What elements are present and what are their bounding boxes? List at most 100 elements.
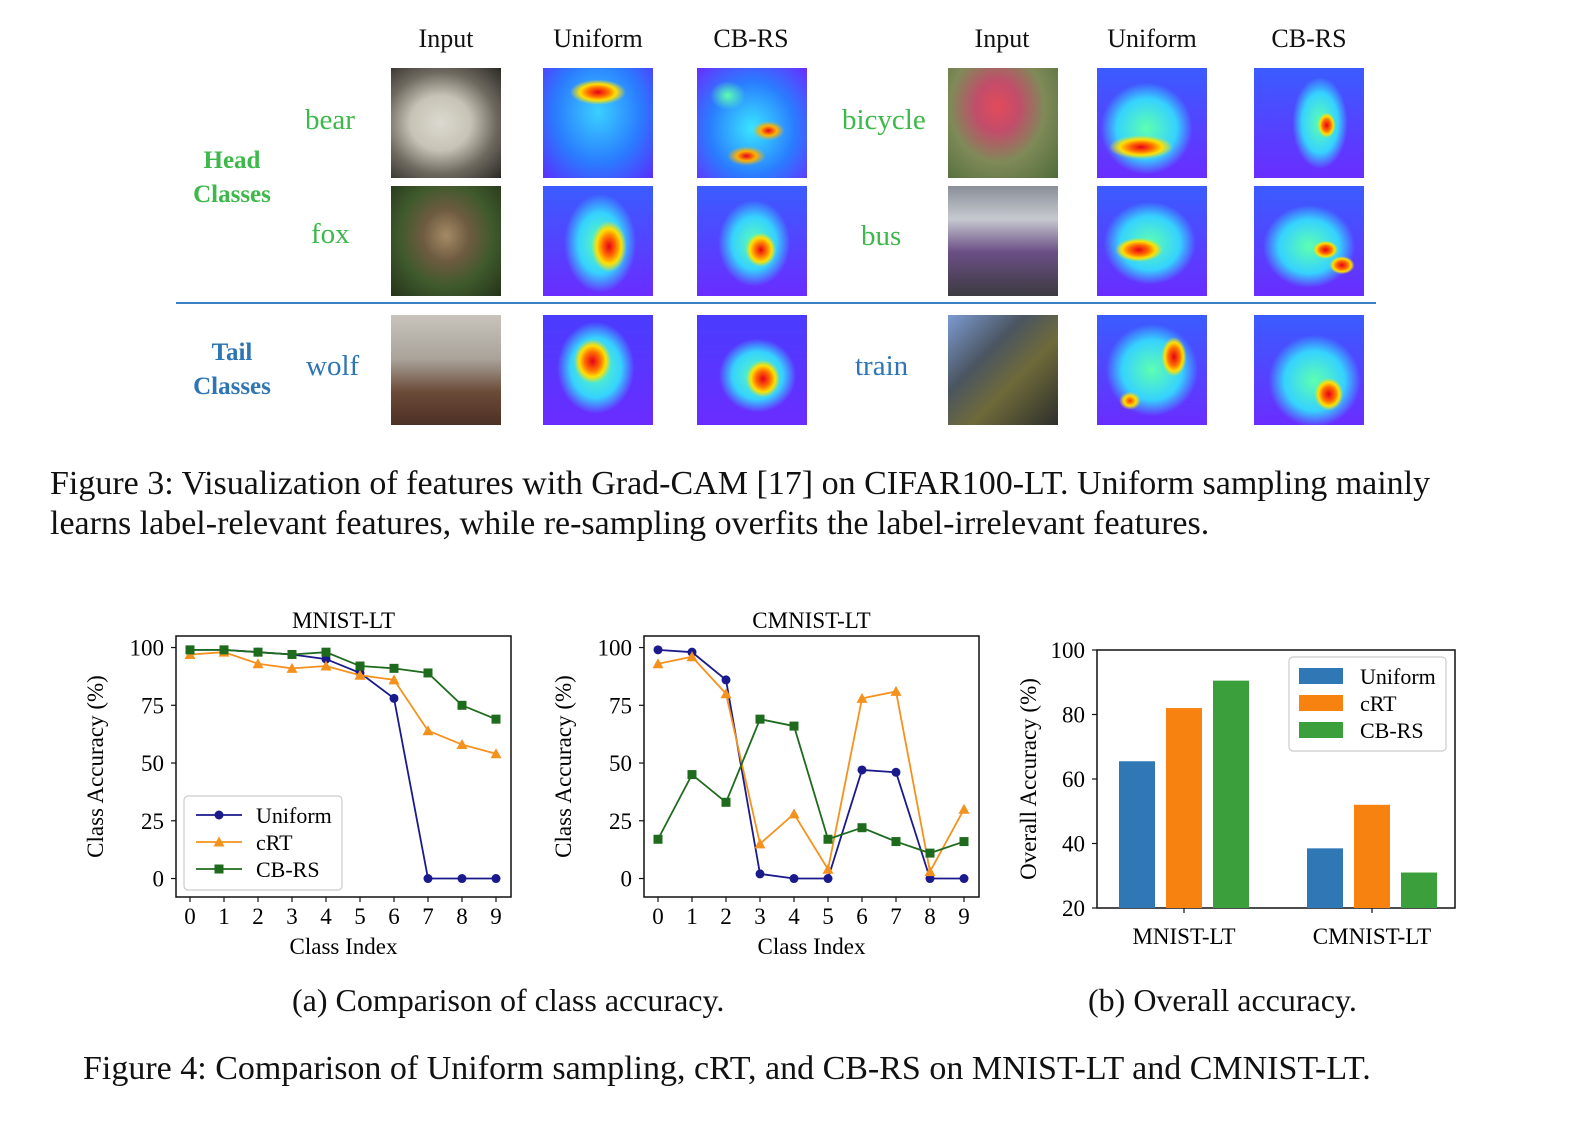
data-point-crt bbox=[686, 651, 698, 662]
data-point-uniform bbox=[755, 869, 765, 879]
x-tick-label: 1 bbox=[218, 904, 230, 929]
data-point-uniform bbox=[823, 874, 833, 884]
legend-label: cRT bbox=[256, 830, 293, 855]
x-tick-label: 4 bbox=[788, 904, 800, 929]
group-label-head: Head Classes bbox=[162, 144, 302, 212]
y-tick-label: 25 bbox=[141, 809, 164, 834]
heatmap-uniform-bus bbox=[1097, 186, 1207, 296]
data-point-uniform bbox=[891, 767, 901, 777]
data-point-cb-rs bbox=[219, 645, 229, 655]
x-tick-label: 0 bbox=[652, 904, 664, 929]
bar-crt bbox=[1166, 708, 1202, 908]
x-tick-label: 1 bbox=[686, 904, 698, 929]
x-tick-label: CMNIST-LT bbox=[1313, 924, 1431, 949]
data-point-cb-rs bbox=[491, 714, 501, 724]
bar-crt bbox=[1354, 804, 1390, 908]
y-tick-label: 100 bbox=[130, 636, 165, 661]
series-line-cb-rs bbox=[190, 648, 497, 720]
heatmap-cbrs-bus bbox=[1254, 186, 1364, 296]
y-tick-label: 100 bbox=[598, 636, 633, 661]
data-point-uniform bbox=[321, 654, 331, 664]
legend-marker bbox=[214, 810, 224, 820]
plot-frame bbox=[175, 635, 512, 898]
heatmap-cbrs-wolf bbox=[697, 315, 807, 425]
data-point-cb-rs bbox=[355, 661, 365, 671]
data-point-uniform bbox=[389, 693, 399, 703]
col-header-cbrs-left: CB-RS bbox=[713, 24, 789, 53]
x-tick-label: 7 bbox=[890, 904, 902, 929]
data-point-cb-rs bbox=[321, 647, 331, 657]
x-tick-label: 2 bbox=[720, 904, 732, 929]
x-tick-label: 8 bbox=[456, 904, 468, 929]
data-point-crt bbox=[856, 692, 868, 703]
data-point-crt bbox=[890, 685, 902, 696]
col-header-uniform-right: Uniform bbox=[1107, 24, 1197, 53]
x-tick-label: 2 bbox=[252, 904, 264, 929]
heatmap-uniform-bear bbox=[543, 68, 653, 178]
x-tick-label: 5 bbox=[822, 904, 834, 929]
data-point-uniform bbox=[653, 645, 663, 655]
data-point-crt bbox=[788, 808, 800, 819]
x-tick-label: 9 bbox=[490, 904, 502, 929]
bar-uniform bbox=[1119, 761, 1155, 908]
input-image-bus bbox=[948, 186, 1058, 296]
data-point-crt bbox=[388, 674, 400, 685]
legend-swatch bbox=[1299, 722, 1343, 738]
bar-cb-rs bbox=[1213, 680, 1249, 908]
data-point-uniform bbox=[721, 675, 731, 685]
data-point-cb-rs bbox=[423, 668, 433, 678]
series-line-cb-rs bbox=[657, 718, 965, 855]
group-label-tail-line2: Classes bbox=[193, 373, 271, 400]
legend-label: CB-RS bbox=[256, 857, 320, 882]
legend-swatch bbox=[1299, 695, 1343, 711]
series-line-crt bbox=[189, 651, 497, 755]
bar-uniform bbox=[1307, 848, 1343, 908]
data-point-cb-rs bbox=[687, 770, 697, 780]
heatmap-cbrs-bear bbox=[697, 68, 807, 178]
data-point-crt bbox=[490, 748, 502, 759]
data-point-crt bbox=[456, 739, 468, 750]
data-point-crt bbox=[754, 838, 766, 849]
data-point-cb-rs bbox=[653, 834, 663, 844]
legend-label: CB-RS bbox=[1360, 718, 1424, 743]
input-image-fox bbox=[391, 186, 501, 296]
data-point-cb-rs bbox=[755, 714, 765, 724]
legend-label: cRT bbox=[1360, 691, 1397, 716]
input-image-bicycle bbox=[948, 68, 1058, 178]
y-axis-label: Overall Accuracy (%) bbox=[1016, 678, 1041, 880]
group-label-tail-line1: Tail bbox=[211, 339, 253, 366]
heatmap-uniform-fox bbox=[543, 186, 653, 296]
data-point-cb-rs bbox=[789, 721, 799, 731]
chart-title: MNIST-LT bbox=[292, 608, 395, 633]
data-point-crt bbox=[652, 658, 664, 669]
data-point-crt bbox=[354, 669, 366, 680]
x-tick-label: 3 bbox=[286, 904, 298, 929]
x-tick-label: 8 bbox=[924, 904, 936, 929]
heatmap-uniform-bicycle bbox=[1097, 68, 1207, 178]
data-point-cb-rs bbox=[857, 823, 867, 833]
group-label-head-line1: Head bbox=[203, 147, 261, 174]
x-tick-label: MNIST-LT bbox=[1132, 924, 1235, 949]
data-point-crt bbox=[422, 725, 434, 736]
y-tick-label: 50 bbox=[609, 751, 632, 776]
y-tick-label: 75 bbox=[609, 693, 632, 718]
data-point-cb-rs bbox=[891, 837, 901, 847]
input-image-train bbox=[948, 315, 1058, 425]
x-axis-label: Class Index bbox=[290, 934, 398, 959]
data-point-cb-rs bbox=[721, 797, 731, 807]
group-label-head-line2: Classes bbox=[193, 181, 271, 208]
data-point-cb-rs bbox=[287, 649, 297, 659]
data-point-uniform bbox=[457, 874, 467, 884]
legend-marker bbox=[213, 836, 225, 847]
chart-title: CMNIST-LT bbox=[752, 608, 870, 633]
x-tick-label: 4 bbox=[320, 904, 332, 929]
data-point-crt bbox=[720, 688, 732, 699]
x-tick-label: 6 bbox=[388, 904, 400, 929]
data-point-cb-rs bbox=[185, 645, 195, 655]
legend-swatch bbox=[1299, 668, 1343, 684]
data-point-cb-rs bbox=[253, 647, 263, 657]
y-tick-label: 80 bbox=[1062, 703, 1085, 728]
y-tick-label: 100 bbox=[1051, 638, 1086, 663]
